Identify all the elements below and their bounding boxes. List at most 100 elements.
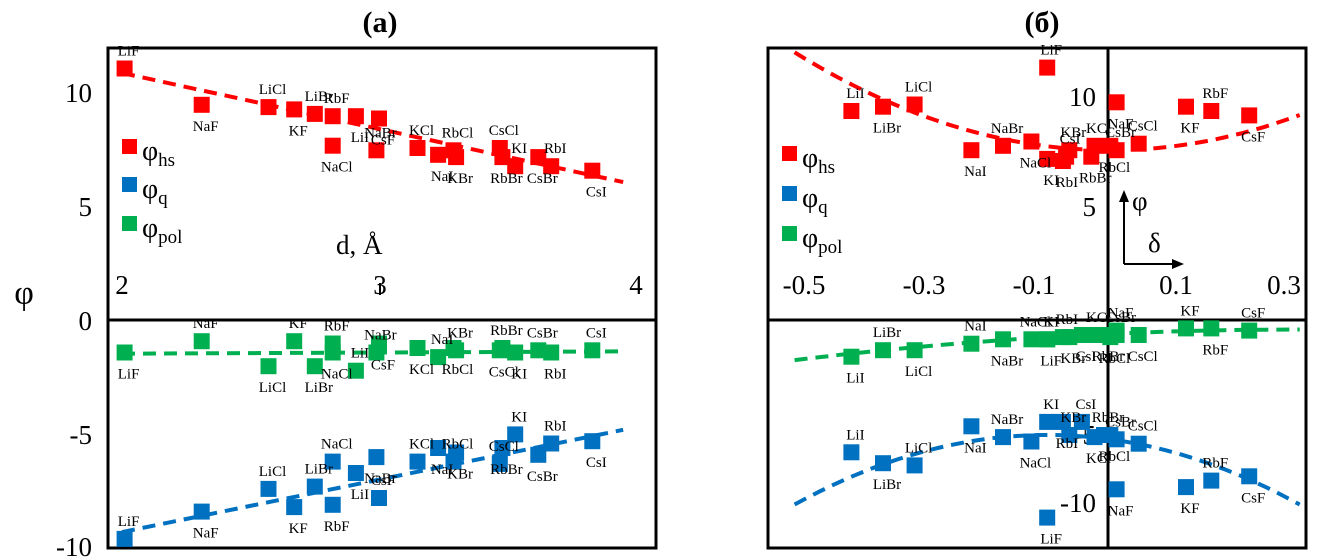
panel-b-point-label: CsF [1241, 490, 1265, 506]
panel-a-point-label: CsBr [527, 469, 558, 485]
panel-a-marker [371, 490, 387, 506]
panel-b-marker [1039, 413, 1056, 430]
panel-a-marker [448, 444, 465, 461]
panel-a-point-label: RbCl [442, 437, 474, 453]
panel-b-marker [1108, 327, 1125, 343]
panel-b-point-label: KI [1043, 397, 1059, 413]
panel-a-marker [584, 162, 601, 179]
panel-b-point-label: KI [1043, 173, 1059, 189]
panel-b-marker [906, 342, 923, 359]
legend-label-pol: φpol [142, 213, 182, 248]
panel-b-point-label: LiBr [873, 325, 901, 341]
panel-a-marker [116, 344, 133, 361]
panel-a-point-label: KF [289, 123, 308, 139]
panel-b-point-label: KBr [1060, 125, 1086, 141]
panel-b-marker [1108, 431, 1125, 448]
panel-a-point-label: NaF [193, 119, 219, 135]
panel-b-point-label: NaI [964, 164, 987, 180]
panel-b-point-label: KF [1180, 501, 1199, 517]
legend-b-label-hs: φhs [802, 143, 835, 178]
panel-b-marker [1108, 142, 1125, 159]
panel-b-marker [1130, 435, 1147, 452]
panel-b-marker [1054, 413, 1071, 430]
panel-a-point-label: LiBr [305, 462, 333, 478]
panel-a-y-tick-label: 0 [79, 306, 93, 336]
panel-a-x-axis-label: d, Å [336, 230, 383, 260]
panel-a-point-label: RbI [544, 141, 567, 157]
panel-a-marker [494, 149, 511, 166]
panel-b-point-label: KCl [1086, 451, 1111, 467]
panel-b-point-label: NaI [964, 319, 987, 335]
panel-a-marker [507, 426, 524, 443]
panel-a-point-label: KCl [409, 437, 434, 453]
panel-b-marker [1130, 135, 1147, 152]
panel-b-marker [1023, 133, 1040, 150]
panel-a-point-label: KI [511, 367, 527, 383]
panel-a-x-tick-label: 2 [115, 270, 129, 300]
panel-b-marker [843, 103, 860, 119]
panel-b-point-label: RbI [1056, 175, 1079, 191]
panel-b-point-label: LiF [1040, 532, 1062, 548]
panel-b-point-label: LiCl [905, 364, 933, 380]
panel-b-point-label: CsI [1075, 349, 1096, 365]
panel-a-marker [409, 340, 426, 356]
panel-a-marker [584, 342, 601, 359]
panel-a-marker [430, 349, 447, 366]
panel-a-point-label: CsCl [489, 439, 519, 455]
panel-b-marker [1039, 331, 1056, 348]
panel-b-marker [906, 457, 923, 474]
panel-a-point-label: LiI [351, 130, 369, 146]
panel-a-point-label: LiCl [259, 464, 287, 480]
panel-a-marker [371, 110, 387, 127]
panel-a-marker [494, 340, 511, 356]
panel-b-frame [766, 46, 1308, 550]
panel-a-marker [347, 465, 364, 481]
legend-b-label-q: φq [802, 183, 828, 218]
panel-b-point-label: CsF [1241, 129, 1265, 145]
legend-b-swatch-q [782, 186, 797, 201]
panel-b-point-label: KCl [1086, 121, 1111, 137]
panel-a-point-label: RbCl [442, 125, 474, 141]
panel-a-marker [430, 440, 447, 456]
panel-a-marker [368, 449, 385, 466]
panel-b-point-label: CsBr [1105, 125, 1136, 141]
panel-a-point-label: LiF [118, 367, 140, 383]
panel-a-y-tick-label: -10 [56, 532, 92, 560]
panel-a-point-label: KBr [447, 171, 473, 187]
panel-b-point-label: LiCl [905, 80, 933, 96]
panel-b-point-label: NaI [964, 440, 987, 456]
panel-b-title: (б) [1025, 6, 1060, 39]
panel-a-point-label: RbF [324, 319, 350, 335]
panel-a-marker [193, 333, 210, 350]
panel-a-point-label: NaI [431, 332, 454, 348]
panel-a-y-tick-label: 10 [65, 78, 92, 108]
panel-a-point-label: RbI [544, 419, 567, 435]
panel-b-point-label: CsF [1241, 306, 1265, 322]
panel-b-y-arrow-head [1119, 190, 1129, 202]
panel-b-marker [1203, 103, 1220, 119]
panel-b-point-label: RbF [1202, 86, 1228, 102]
panel-a-marker [409, 453, 426, 470]
legend-swatch-pol [122, 216, 137, 231]
panel-b-marker [843, 348, 860, 365]
panel-a-point-label: LiI [351, 487, 369, 503]
panel-a-marker [324, 453, 341, 470]
panel-b-marker [1108, 94, 1125, 111]
legend-b: φhs φq φpol [782, 143, 842, 258]
panel-a-point-label: NaCl [321, 437, 353, 453]
panel-b-x-tick-label: 0.1 [1159, 270, 1193, 300]
legend-b-swatch-hs [782, 146, 797, 161]
panel-b-point-label: CsI [1060, 132, 1081, 148]
panel-a-point-labels: LiFNaFLiClKFLiBrNaClRbFLiINaBrCsFKClNaIR… [118, 44, 607, 542]
panel-b-point-label: RbI [1056, 436, 1079, 452]
panel-a-point-label: RbBr [490, 462, 523, 478]
panel-b-marker [1039, 509, 1056, 526]
panel-b-marker [1058, 148, 1075, 165]
panel-b-marker [1073, 413, 1090, 430]
panel-b-point-label: LiCl [905, 440, 933, 456]
panel-b-marker [1178, 320, 1194, 337]
panel-b-marker [875, 98, 891, 115]
panel-b-x-tick-label: 0.3 [1267, 270, 1301, 300]
panel-a-marker [347, 362, 364, 379]
panel-a-marker [543, 435, 560, 452]
